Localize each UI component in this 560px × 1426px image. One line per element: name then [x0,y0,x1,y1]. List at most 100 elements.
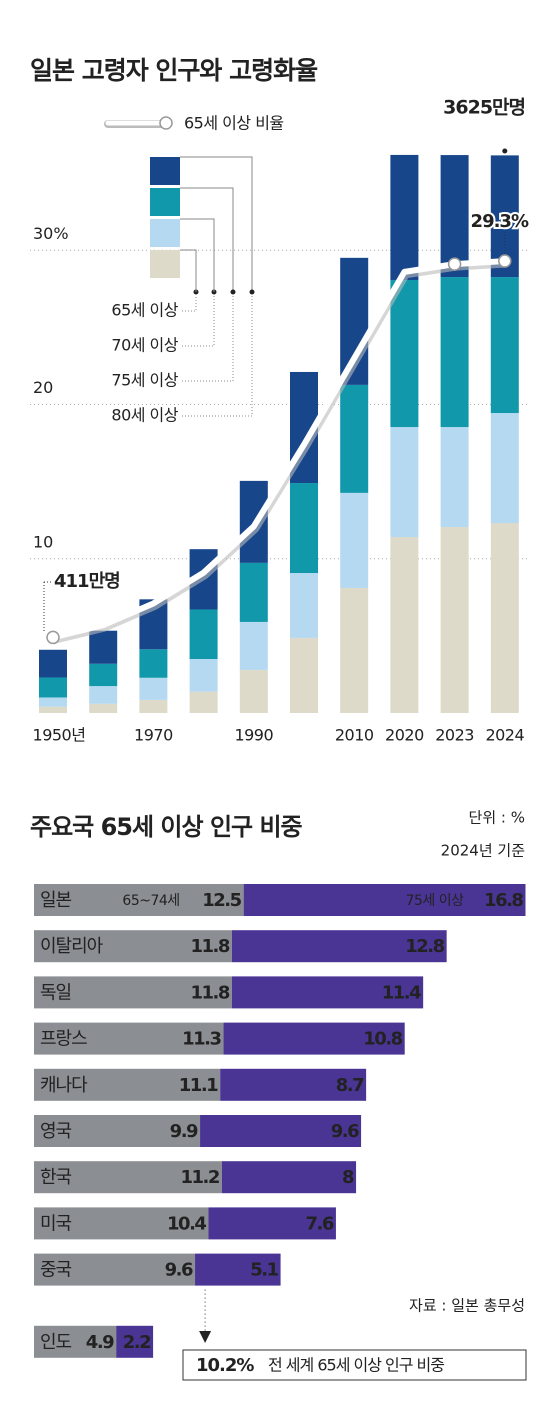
bar-segment [34,1207,209,1240]
series-label: 65~74세 [122,893,179,909]
value-label: 11.8 [191,936,230,957]
bar-segment [34,930,232,963]
date-note: 2024년 기준 [441,842,526,860]
category-label: 미국 [40,1213,72,1234]
source: 자료 : 일본 총무성 [409,1297,525,1315]
bar-segment [34,1325,117,1358]
value-label: 9.9 [170,1121,198,1142]
legend-label: 65세 이상 비율 [184,114,284,133]
bar-segment [208,1207,336,1240]
line-marker [46,630,60,645]
bar-segment [290,483,318,574]
y-tick-label: 10 [33,532,53,551]
category-label: 이탈리아 [40,936,104,957]
bar-segment [340,384,369,493]
reference-text: 전 세계 65세 이상 인구 비중 [268,1356,444,1375]
category-label: 중국 [40,1260,72,1281]
legend-leader [182,295,234,382]
legend-label: 75세 이상 [111,371,178,390]
chart-title: 일본 고령자 인구와 고령화율 [30,56,318,85]
bar-segment [490,413,519,524]
bar-segment [340,492,369,588]
legend-leader [182,295,197,312]
legend-bracket [180,218,215,292]
value-label: 11.2 [180,1167,218,1188]
x-tick-label: 2023 [435,726,474,745]
bar-segment [239,621,268,670]
value-label: 11.1 [179,1075,218,1096]
bar-segment [139,699,168,713]
line-shadow [52,258,507,644]
legend-leader [182,295,253,417]
legend-swatch [150,250,180,278]
bar-segment [39,697,67,707]
bar-segment [490,523,519,713]
x-tick-label: 2020 [385,726,424,745]
bar-segment [243,884,526,916]
bar-segment [189,691,218,713]
bar-segment [239,669,268,713]
x-tick-label: 1990 [234,726,273,745]
legend-label: 65세 이상 [111,301,178,320]
bar-segment [390,537,419,713]
category-label: 독일 [40,982,71,1003]
bar-segment [34,976,232,1009]
value-label: 12.8 [405,936,444,957]
bar-segment [189,609,218,660]
bar-segment [89,686,118,704]
legend-label: 70세 이상 [111,336,178,355]
bar-segment [39,677,67,698]
bar-segment [290,573,318,638]
legend-bracket [180,187,234,292]
value-label: 8 [342,1167,354,1188]
bar-segment [239,562,268,622]
value-label: 9.6 [165,1260,193,1281]
category-label: 캐나다 [40,1075,88,1096]
value-label: 11.8 [191,982,230,1003]
bar-segment [231,930,447,963]
legend-swatch [150,219,180,247]
bar-segment [440,277,469,428]
value-label: 29.3% [471,211,529,232]
reference-arrow [199,1331,212,1343]
chart-title: 주요국 65세 이상 인구 비중 [30,813,303,841]
reference-value: 10.2% [196,1355,254,1376]
category-label: 영국 [40,1121,72,1142]
value-label: 8.7 [336,1075,364,1096]
bar-segment [34,1253,196,1286]
bar-segment [221,1161,357,1194]
value-label: 10.8 [363,1029,402,1050]
legend-bracket [180,249,197,292]
legend-swatch [150,188,180,216]
series-label: 75세 이상 [406,893,465,909]
legend-marker [159,116,173,130]
value-label: 10.4 [167,1213,206,1234]
bar-segment [440,427,469,528]
bar-segment [440,155,469,278]
value-label: 16.8 [484,890,523,911]
x-tick-label: 1970 [134,726,173,745]
legend-label: 80세 이상 [111,406,178,425]
bar-segment [189,659,218,692]
bar-segment [39,649,67,678]
bar-segment [139,649,168,678]
x-tick-label: 2024 [485,726,524,745]
annotation: 3625만명 [443,97,525,119]
bar-segment [39,706,67,713]
value-label: 9.6 [331,1121,359,1142]
legend-dot [230,289,236,295]
value-label: 4.9 [86,1332,114,1353]
category-label: 일본 [40,890,72,911]
bar-segment [200,1115,362,1147]
bar-segment [290,637,318,713]
category-label: 인도 [40,1332,72,1353]
bar-segment [490,277,519,414]
bar-segment [195,1253,281,1286]
bar-segment [340,587,369,713]
legend-dot [249,289,255,295]
line [50,258,508,641]
bar-segment [223,1022,405,1055]
bar-segment [89,630,118,664]
unit-note: 단위 : % [469,809,525,827]
